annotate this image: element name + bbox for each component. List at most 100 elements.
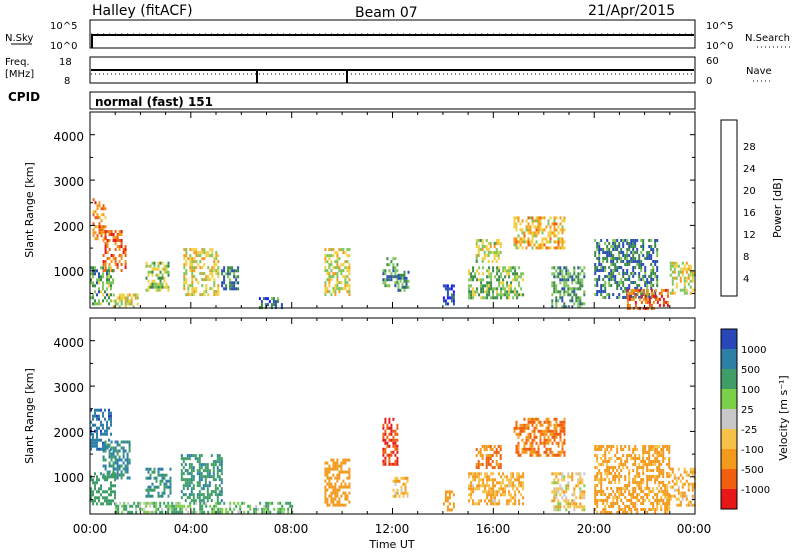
data-cell [204,496,207,500]
data-cell [104,499,106,503]
data-cell [100,231,103,235]
data-cell [533,450,536,454]
power-cb-tick-28: 28 [743,142,756,153]
data-cell [189,260,192,264]
data-cell [187,257,190,261]
data-cell [390,260,393,264]
data-cell [472,275,475,279]
data-cell [523,237,526,241]
data-cell [654,445,657,448]
data-cell [396,263,399,267]
data-cell [529,444,532,448]
data-cell [523,447,526,451]
data-cell [519,426,522,430]
data-cell [632,239,635,242]
data-cell [261,510,264,514]
data-cell [100,472,102,476]
data-cell [382,423,385,427]
data-cell [628,287,631,290]
data-cell [666,475,669,478]
data-cell [220,469,223,473]
data-cell [147,510,150,514]
data-cell [579,266,582,270]
data-cell [640,251,643,254]
data-cell [470,490,473,494]
data-cell [490,487,493,491]
data-cell [118,245,121,248]
data-cell [330,260,333,264]
data-cell [225,510,228,514]
data-cell [183,254,186,258]
data-cell [497,445,500,448]
data-cell [612,263,615,266]
data-cell [487,454,490,457]
data-cell [600,475,603,478]
data-cell [120,245,123,248]
data-cell [124,254,127,257]
data-cell [336,284,339,288]
data-cell [344,278,347,282]
data-cell [634,454,637,457]
data-cell [652,248,655,251]
data-cell [521,423,524,427]
data-cell [210,475,213,479]
data-cell [396,426,399,430]
data-cell [472,487,475,491]
data-cell [614,460,617,463]
data-cell [529,453,532,457]
data-cell [594,502,597,505]
data-cell [217,507,220,511]
data-cell [620,508,623,511]
data-cell [691,467,694,471]
data-cell [112,472,114,476]
data-cell [598,481,601,484]
data-cell [671,276,674,280]
data-cell [504,493,507,497]
data-cell [504,475,507,479]
data-cell [483,445,486,448]
data-cell [537,228,540,232]
data-cell [195,260,198,264]
data-cell [559,246,562,250]
data-cell [628,263,631,266]
data-cell [382,450,385,454]
data-cell [191,290,194,294]
data-cell [658,484,661,487]
data-cell [330,263,333,267]
data-cell [563,432,566,436]
data-cell [223,266,226,270]
data-cell [662,460,665,463]
data-cell [394,453,397,457]
data-cell [191,263,194,267]
data-cell [496,296,499,300]
data-cell [626,300,629,304]
data-cell [551,231,554,235]
data-cell [543,450,546,454]
data-cell [104,233,107,236]
data-cell [229,272,232,276]
data-cell [691,273,694,277]
data-cell [575,472,578,476]
station-title: Halley (fitACF) [92,3,193,19]
data-cell [512,487,515,491]
data-cell [673,264,676,268]
data-cell [608,505,611,508]
data-cell [394,438,397,442]
data-cell [555,441,558,445]
data-cell [491,260,494,263]
data-cell [549,420,552,424]
data-cell [608,469,611,472]
data-cell [594,478,597,481]
data-cell [557,487,560,491]
data-cell [654,493,657,496]
data-cell [648,448,651,451]
data-cell [517,444,520,448]
data-cell [190,499,193,503]
data-cell [179,510,182,514]
data-cell [151,282,154,286]
data-cell [543,237,546,241]
data-cell [502,481,505,485]
data-cell [149,510,152,514]
data-cell [215,290,218,294]
data-cell [610,502,613,505]
